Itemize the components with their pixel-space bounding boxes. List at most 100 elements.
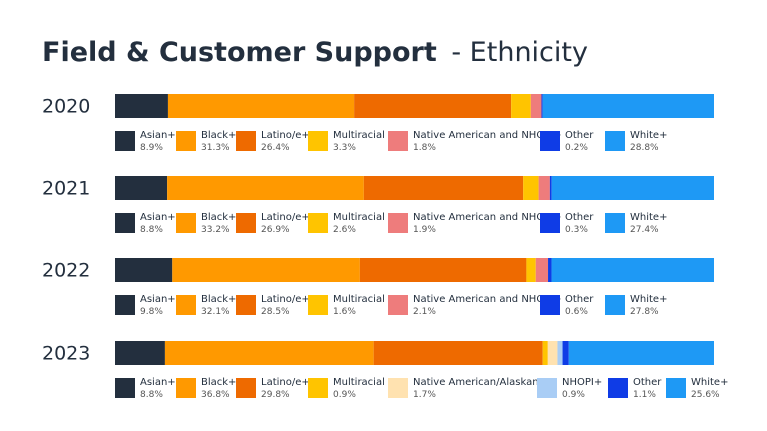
legend-label: Asian+ [140,212,176,223]
title-sub: - Ethnicity [451,37,588,68]
legend-swatch [540,295,560,315]
legend-swatch [605,213,625,233]
legend-swatch [115,378,135,398]
bar-segment [526,258,536,282]
bar-segment [551,258,714,282]
bar-segment [115,341,165,365]
legend-swatch [388,378,408,398]
legend-swatch [605,295,625,315]
legend-label: White+ [691,377,728,388]
value-label: 29.8% [261,390,290,400]
legend-label: Native American and NHOPI+ [413,212,562,223]
bar-segment [115,258,173,282]
legend-swatch [608,378,628,398]
legend-swatch [236,213,256,233]
legend-label: White+ [630,294,667,305]
legend-label: White+ [630,130,667,141]
legend-label: Black+ [201,130,236,141]
bar-segment [548,258,552,282]
bar-segment [523,176,539,200]
bar-segment [568,341,714,365]
legend-swatch [537,378,557,398]
bar-segment [538,176,550,200]
bar-segment [115,94,168,118]
value-label: 1.1% [633,390,656,400]
value-label: 8.9% [140,143,163,153]
value-label: 8.8% [140,225,163,235]
legend-label: Multiracial [333,130,385,141]
value-label: 28.5% [261,307,290,317]
legend-swatch [236,131,256,151]
row-label: 2020 [42,96,90,118]
legend-swatch [388,213,408,233]
value-label: 27.4% [630,225,659,235]
row-label: 2023 [42,343,90,365]
value-label: 0.2% [565,143,588,153]
legend-swatch [666,378,686,398]
bar-segment [551,176,714,200]
title-main: Field & Customer Support [42,37,437,68]
bar-segment [115,176,168,200]
legend-label: Multiracial [333,377,385,388]
legend-swatch [176,295,196,315]
legend-swatch [115,295,135,315]
legend-label: Multiracial [333,294,385,305]
value-label: 32.1% [201,307,230,317]
value-label: 3.3% [333,143,356,153]
bar-segment [373,341,543,365]
value-label: 31.3% [201,143,230,153]
legend-label: Asian+ [140,130,176,141]
bar-segment [549,176,552,200]
chart-title: Field & Customer Support - Ethnicity [42,37,588,68]
legend-swatch [176,131,196,151]
legend-swatch [308,378,328,398]
value-label: 36.8% [201,390,230,400]
legend-label: Asian+ [140,377,176,388]
bar-segment [164,341,374,365]
legend-label: Latino/e+ [261,212,310,223]
legend-swatch [605,131,625,151]
legend-swatch [388,131,408,151]
bar-segment [535,258,549,282]
value-label: 8.8% [140,390,163,400]
legend-label: NHOPI+ [562,377,602,388]
value-label: 2.1% [413,307,436,317]
legend-swatch [540,213,560,233]
legend-swatch [236,295,256,315]
bar-segment [530,94,542,118]
legend-swatch [115,131,135,151]
legend-label: Other [633,377,662,388]
value-label: 0.6% [565,307,588,317]
value-label: 0.3% [565,225,588,235]
bar-segment [167,94,355,118]
bar-segment [562,341,569,365]
legend-label: Native American and NHOPI+ [413,294,562,305]
legend-label: Black+ [201,377,236,388]
value-label: 27.8% [630,307,659,317]
value-label: 1.6% [333,307,356,317]
bar-segment [167,176,364,200]
bar-segment [511,94,531,118]
bar-segment [547,341,558,365]
legend-swatch [308,295,328,315]
bar-segment [542,341,548,365]
legend-swatch [176,378,196,398]
bar-segment [359,258,527,282]
value-label: 1.7% [413,390,436,400]
legend-label: Native American and NHOPI+ [413,130,562,141]
legend-swatch [308,131,328,151]
legend-label: Other [565,130,594,141]
value-label: 2.6% [333,225,356,235]
legend-label: Other [565,294,594,305]
legend-swatch [540,131,560,151]
value-label: 28.8% [630,143,659,153]
legend-label: Latino/e+ [261,130,310,141]
bar-segment [354,94,512,118]
bar-segment [363,176,524,200]
value-label: 25.6% [691,390,720,400]
legend-swatch [115,213,135,233]
value-label: 26.4% [261,143,290,153]
legend-label: Latino/e+ [261,377,310,388]
bar-segment [541,94,543,118]
